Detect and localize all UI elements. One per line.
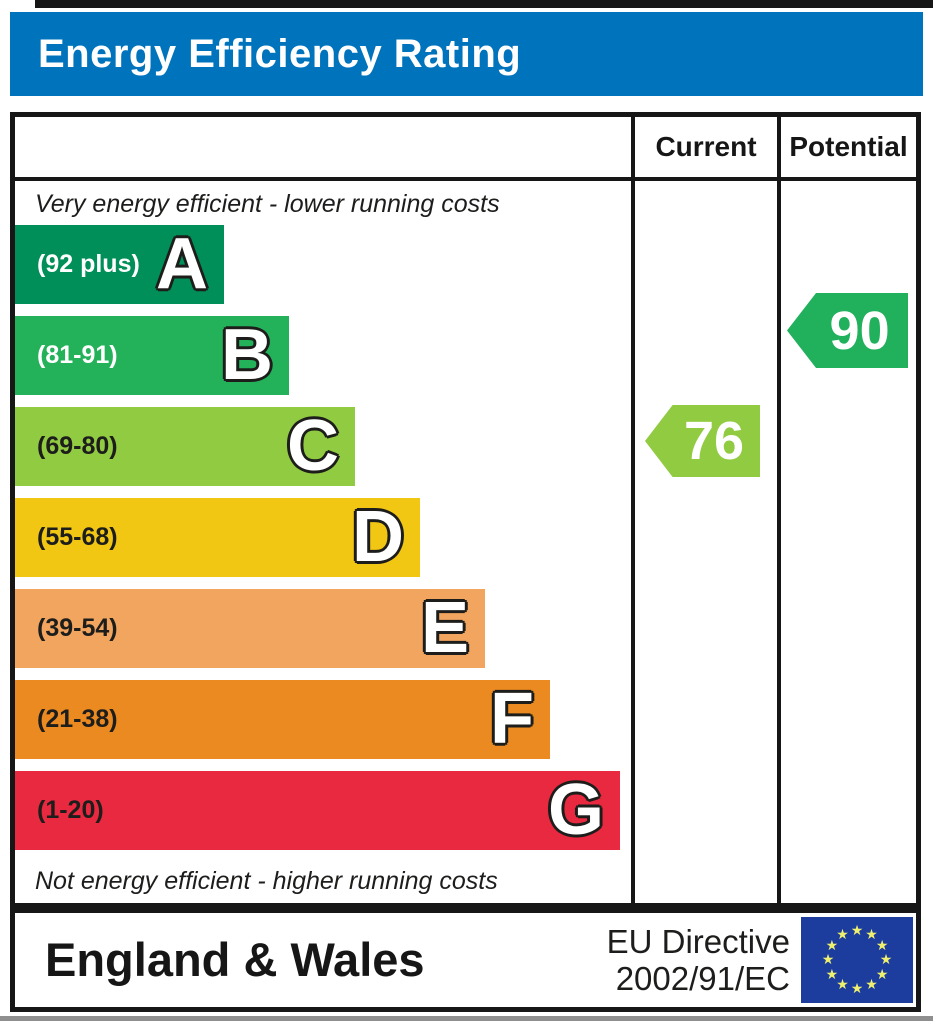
band-bar-g: (1-20) G	[15, 771, 620, 850]
eu-flag-star-icon: ★	[836, 925, 849, 942]
band-bar-a: (92 plus) A	[15, 225, 224, 304]
eu-flag-star-icon: ★	[865, 976, 878, 993]
band-range-label-e: (39-54)	[37, 614, 118, 642]
footer-bar: England & Wales EU Directive 2002/91/EC …	[10, 908, 921, 1012]
eu-directive-line2: 2002/91/EC	[615, 960, 790, 997]
band-range-label-b: (81-91)	[37, 341, 118, 369]
header-row-divider	[15, 177, 916, 181]
rating-table: Current Potential Very energy efficient …	[10, 112, 921, 908]
title-bar: Energy Efficiency Rating	[10, 12, 923, 96]
band-letter-d: D	[352, 497, 404, 577]
eu-directive-line1: EU Directive	[606, 923, 790, 960]
top-border-strip	[35, 0, 933, 8]
band-range-label-f: (21-38)	[37, 705, 118, 733]
band-letter-c: C	[287, 406, 339, 486]
eu-directive-label: EU Directive 2002/91/EC	[607, 923, 790, 997]
potential-rating-value: 90	[829, 300, 890, 361]
region-label: England & Wales	[45, 933, 425, 986]
band-bar-e: (39-54) E	[15, 589, 485, 668]
eu-flag-star-icon: ★	[821, 951, 835, 967]
eu-flag-star-icon: ★	[836, 976, 849, 993]
bands-area: Very energy efficient - lower running co…	[15, 181, 631, 903]
eu-flag-star-icon: ★	[850, 922, 864, 938]
eu-flag-star-icon: ★	[875, 936, 889, 953]
column-header-potential: Potential	[789, 131, 908, 162]
band-bar-f: (21-38) F	[15, 680, 550, 759]
band-letter-a: A	[156, 224, 208, 304]
band-range-label-c: (69-80)	[37, 432, 118, 460]
eu-flag-icon: ★ ★ ★ ★ ★ ★ ★ ★ ★ ★ ★ ★	[801, 917, 913, 1003]
column-header-current: Current	[655, 131, 757, 162]
eu-flag-star-icon: ★	[825, 936, 839, 953]
eu-flag-star-icon: ★	[879, 951, 893, 967]
eu-flag-star-icon: ★	[875, 965, 889, 982]
potential-rating-arrow: 90	[787, 293, 908, 368]
eu-flag-star-icon: ★	[865, 925, 878, 942]
band-bar-d: (55-68) D	[15, 498, 420, 577]
band-letter-b: B	[221, 315, 273, 395]
band-range-label-a: (92 plus)	[37, 250, 140, 278]
band-bar-b: (81-91) B	[15, 316, 289, 395]
bottom-note: Not energy efficient - higher running co…	[35, 867, 498, 895]
column-divider-current	[631, 117, 635, 903]
top-note: Very energy efficient - lower running co…	[35, 190, 500, 218]
current-rating-arrow: 76	[645, 405, 760, 477]
band-letter-g: G	[547, 770, 604, 850]
bottom-shadow-strip	[0, 1016, 933, 1021]
band-range-label-g: (1-20)	[37, 796, 104, 824]
eu-flag-star-icon: ★	[825, 965, 839, 982]
band-bar-c: (69-80) C	[15, 407, 355, 486]
eu-flag-star-icon: ★	[850, 980, 864, 996]
band-letter-e: E	[420, 588, 469, 668]
band-range-label-d: (55-68)	[37, 523, 118, 551]
current-rating-value: 76	[683, 411, 745, 471]
page-title: Energy Efficiency Rating	[38, 31, 522, 76]
band-letter-f: F	[490, 679, 534, 759]
column-divider-potential	[777, 117, 781, 903]
